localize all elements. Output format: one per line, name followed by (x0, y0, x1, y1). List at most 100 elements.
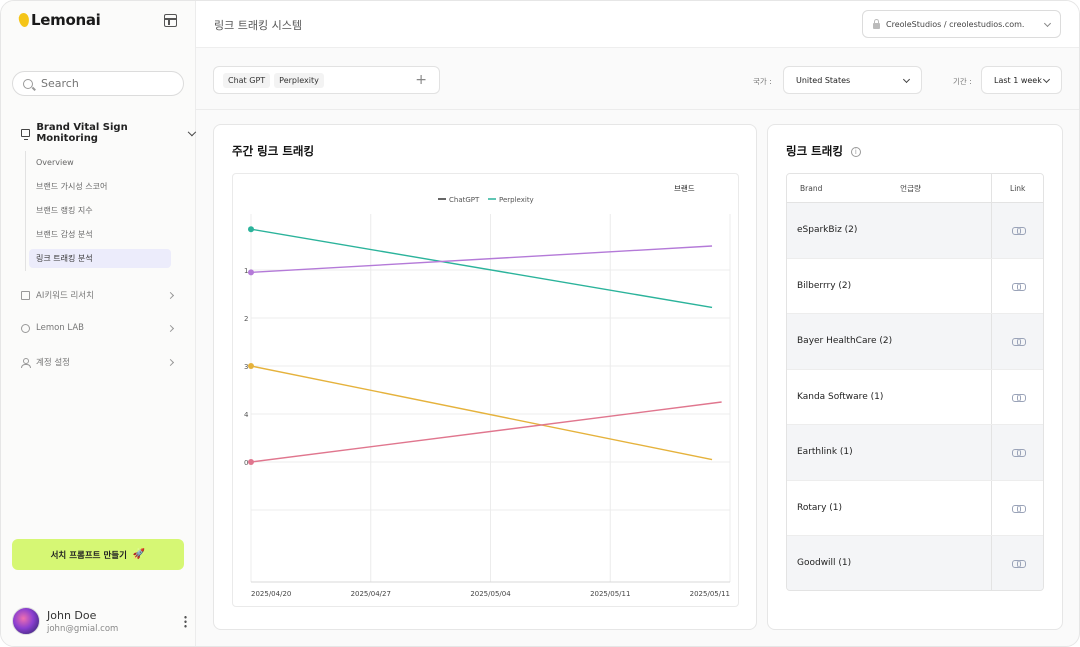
table-card-title-text: 링크 트래킹 (786, 144, 843, 158)
ai-model-select[interactable]: Chat GPT Perplexity + (213, 66, 440, 94)
sidebar-item-lemon-lab[interactable]: Lemon LAB (21, 323, 175, 333)
sidebar-item-account-settings[interactable]: 계정 설정 (21, 356, 175, 368)
submenu-item-overview[interactable]: Overview (36, 158, 74, 167)
sidebar-item-ai-keyword-research[interactable]: AI키워드 리서치 (21, 289, 175, 301)
series-start-point (248, 269, 254, 276)
column-header-brand[interactable]: Brand (800, 183, 823, 193)
country-value: United States (796, 75, 851, 85)
x-tick-label: 2025/04/20 (251, 590, 291, 598)
link-tracking-table: Brand 언급량 Link eSparkBiz (2) Bilberrry (2… (786, 173, 1044, 591)
column-header-link: Link (991, 174, 1043, 202)
brand-name-cell: Kanda Software (1) (797, 391, 884, 402)
monitor-icon (21, 129, 31, 140)
series-line (250, 228, 713, 309)
series-line (250, 365, 713, 461)
model-chip-perplexity[interactable]: Perplexity (274, 72, 324, 88)
link-tracking-card: 링크 트래킹 i Brand 언급량 Link eSparkBiz (2) Bilb… (767, 124, 1063, 630)
table-row[interactable]: Bilberrry (2) (787, 258, 1043, 314)
table-row[interactable]: Earthlink (1) (787, 425, 1043, 481)
country-label: 국가 : (753, 77, 772, 86)
link-icon[interactable] (1011, 393, 1026, 402)
brand-name-cell: eSparkBiz (2) (797, 225, 858, 236)
series-start-point (248, 226, 254, 233)
link-icon[interactable] (1011, 504, 1026, 513)
table-row[interactable]: Kanda Software (1) (787, 369, 1043, 425)
link-icon[interactable] (1011, 282, 1026, 291)
cta-label: 서치 프롬프트 만들기 (50, 550, 127, 561)
brand-name-cell: Bilberrry (2) (797, 280, 852, 291)
period-label: 기간 : (953, 77, 972, 86)
link-icon[interactable] (1011, 227, 1026, 236)
link-cell (991, 203, 1043, 258)
country-select[interactable]: United States (783, 66, 922, 94)
legend-label: Perplexity (499, 196, 534, 204)
y-tick-label: 4 (244, 411, 249, 419)
user-profile: John Doe john@gmial.com (12, 605, 190, 639)
table-card-title: 링크 트래킹 i (786, 143, 861, 159)
submenu-item-ranking-index[interactable]: 브랜드 랭킹 지수 (36, 206, 93, 215)
add-icon[interactable]: + (415, 72, 427, 88)
x-tick-label: 2025/05/04 (470, 590, 511, 598)
submenu-item-link-tracking[interactable]: 링크 트래킹 분석 (29, 249, 171, 268)
x-tick-label: 2025/05/11 (690, 590, 730, 598)
document-icon (21, 290, 30, 300)
rocket-icon: 🚀 (132, 549, 146, 560)
table-row[interactable]: eSparkBiz (2) (787, 203, 1043, 259)
lock-icon (873, 18, 880, 29)
y-tick-label: 1 (244, 267, 248, 275)
sidebar-item-label: 계정 설정 (36, 358, 70, 368)
link-icon[interactable] (1011, 449, 1026, 458)
table-row[interactable]: Rotary (1) (787, 480, 1043, 536)
column-header-mentions[interactable]: 언급량 (900, 183, 921, 193)
submenu-guide-line (25, 151, 26, 271)
x-tick-label: 2025/05/11 (590, 590, 630, 598)
table-body: eSparkBiz (2) Bilberrry (2) Bayer HealthCa… (787, 203, 1043, 590)
model-chip-chatgpt[interactable]: Chat GPT (223, 72, 271, 88)
lemon-icon (17, 12, 31, 28)
logo[interactable]: Lemonai (17, 11, 101, 29)
series-start-point (248, 459, 254, 465)
brand-name-cell: Rotary (1) (797, 502, 843, 513)
nav-group-brand-vital-sign[interactable]: Brand Vital Sign Monitoring (21, 122, 197, 144)
chevron-down-icon (1043, 19, 1052, 28)
link-cell (991, 314, 1043, 369)
link-icon[interactable] (1011, 560, 1026, 569)
sidebar-item-label: AI키워드 리서치 (36, 291, 94, 301)
top-header: 링크 트래킹 시스템 CreoleStudios / creolestudios… (196, 1, 1079, 48)
info-icon[interactable]: i (850, 146, 861, 157)
search-box[interactable] (12, 71, 184, 96)
link-cell (991, 480, 1043, 535)
submenu-item-sentiment-analysis[interactable]: 브랜드 감성 분석 (36, 230, 93, 239)
link-cell (991, 369, 1043, 424)
period-select[interactable]: Last 1 week (981, 66, 1062, 94)
y-tick-label: 2 (244, 315, 248, 323)
table-row[interactable]: Goodwill (1) (787, 536, 1043, 590)
submenu-item-visibility-score[interactable]: 브랜드 가시성 스코어 (36, 182, 108, 191)
weekly-link-tracking-card: 주간 링크 트래킹 1 2 3 4 0 2025/04/20 2025/04/27 2025/… (213, 124, 757, 630)
link-cell (991, 258, 1043, 313)
chevron-right-icon (166, 324, 175, 332)
chevron-right-icon (166, 291, 175, 299)
search-icon (23, 78, 33, 89)
user-name: John Doe (47, 609, 97, 622)
table-row[interactable]: Bayer HealthCare (2) (787, 314, 1043, 370)
nav-group-label: Brand Vital Sign Monitoring (36, 122, 128, 144)
chart-card-title: 주간 링크 트래킹 (232, 144, 315, 158)
y-tick-label: 3 (244, 363, 248, 371)
link-icon[interactable] (1011, 338, 1026, 347)
filter-bar: Chat GPT Perplexity + 국가 : United States… (196, 48, 1079, 110)
lab-icon (21, 323, 30, 333)
chevron-down-icon (1042, 75, 1051, 84)
page-title: 링크 트래킹 시스템 (214, 19, 302, 32)
sidebar-toggle-icon[interactable] (164, 14, 177, 27)
legend-label: ChatGPT (449, 196, 480, 204)
chart-container: 1 2 3 4 0 2025/04/20 2025/04/27 2025/05/04 2025/… (232, 173, 739, 607)
create-search-prompt-button[interactable]: 서치 프롬프트 만들기 🚀 (12, 539, 184, 570)
more-options-icon[interactable] (184, 615, 187, 628)
search-input[interactable] (41, 77, 161, 90)
avatar[interactable] (12, 607, 40, 635)
line-chart: 1 2 3 4 0 2025/04/20 2025/04/27 2025/05/04 2025/… (244, 183, 731, 598)
workspace-select[interactable]: CreoleStudios / creolestudios.com. (862, 10, 1061, 38)
link-cell (991, 536, 1043, 590)
